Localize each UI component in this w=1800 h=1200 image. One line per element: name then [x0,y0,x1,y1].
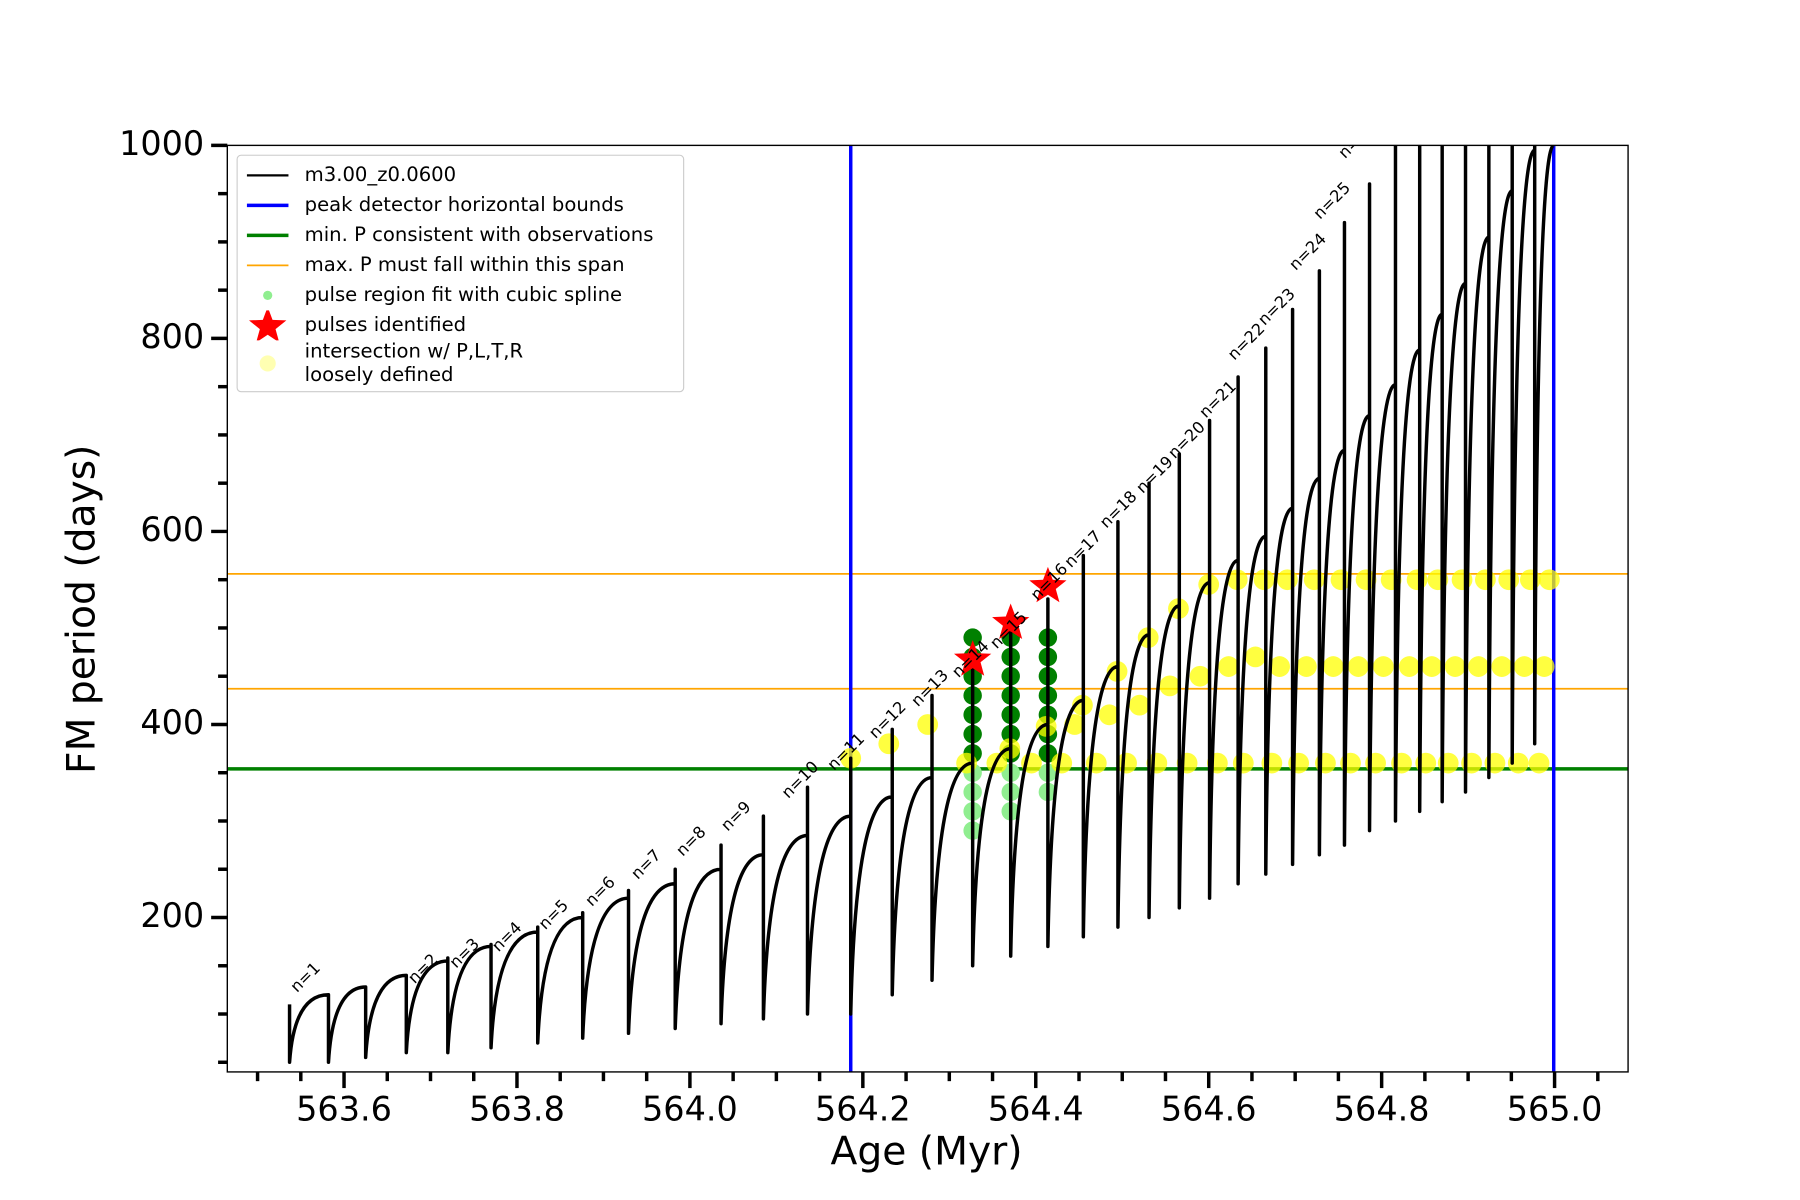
x-tick-label: 564.2 [815,1090,911,1129]
scatter-point [963,628,982,647]
scatter-point [1406,569,1428,591]
pulse-star [1029,566,1067,603]
legend-marker [248,310,287,341]
axes-frame [226,144,1629,1073]
axes: 563.6 563.8 564.0 564.2 564.4 564.6 564.8 565.0… [119,124,1602,1129]
scatter-point [1398,656,1420,677]
scatter-point [1468,656,1489,677]
scatter-point [1232,752,1254,774]
x-tick-label: 565.0 [1507,1090,1603,1129]
scatter-point [1444,656,1466,677]
legend-label: pulses identified [304,313,467,337]
legend-label: pulse region fit with cubic spline [304,283,623,307]
legend-entry: intersection w/ P,L,T,R loosely defined [245,340,677,387]
legend-marker [263,290,273,300]
legend-star [248,310,287,341]
scatter-point [1051,752,1073,774]
scatter-point [1189,665,1211,687]
scatter-point [1539,569,1560,591]
x-axis-label: Age (Myr) [830,1129,1022,1174]
legend-entry: max. P must fall within this span [245,250,677,280]
plot-area: n=1 n=2 n=3 n=4n=5n=6n=7n=8n=9n=10n=11n=12n… [227,145,1629,1072]
legend-dot [259,355,276,372]
legend-label: min. P consistent with observations [304,223,654,247]
legend-marker [246,264,289,267]
scatter-point [1129,694,1150,716]
scatter-point [1269,656,1290,677]
y-tick-label: 800 [140,317,204,356]
scatter-point [1528,752,1550,774]
scatter-point [1330,569,1352,591]
scatter-point [1355,569,1377,591]
scatter-point [1303,569,1325,591]
scatter-point [1322,656,1344,677]
legend-marker [246,174,289,177]
scatter-point [1421,656,1443,677]
scatter-point [1098,704,1120,726]
scatter-point [1245,646,1266,668]
y-axis-label: FM period (days) [60,445,105,774]
legend-entry: min. P consistent with observations [245,220,677,250]
scatter-point [1498,569,1520,591]
legend-entry: m3.00_z0.0600 [245,160,677,190]
y-tick-label: 200 [140,896,204,935]
legend-entry: peak detector horizontal bounds [245,190,677,220]
x-tick-label: 564.0 [642,1090,738,1129]
pulse-star [954,640,992,676]
scatter-point [878,733,900,755]
legend-label: max. P must fall within this span [304,253,625,277]
y-tick-label: 1000 [119,124,204,163]
scatter-point [917,714,939,735]
scatter-point [1218,656,1239,677]
scatter-point [1347,656,1369,677]
legend-label: intersection w/ P,L,T,R loosely defined [304,340,524,387]
scatter-point [1491,656,1513,677]
x-tick-label: 563.8 [469,1090,565,1129]
x-tick-label: 564.8 [1334,1090,1430,1129]
data-line [287,145,1555,1065]
legend-entry: pulses identified [245,310,677,341]
y-tick-label: 400 [140,703,204,742]
legend-label: m3.00_z0.0600 [304,163,457,187]
legend-dot [263,290,273,300]
legend-entry: pulse region fit with cubic spline [245,280,677,310]
y-tick-label: 600 [140,510,204,549]
x-tick-label: 564.4 [988,1090,1084,1129]
legend-marker [246,203,289,208]
legend-marker [246,233,289,238]
x-tick-label: 563.6 [296,1090,392,1129]
scatter-point [1513,656,1535,677]
scatter-point [1372,656,1394,677]
legend-marker [259,355,276,372]
scatter-point [1475,569,1496,591]
x-tick-label: 564.6 [1161,1090,1257,1129]
scatter-point [1533,656,1555,677]
scatter-point [1159,675,1181,697]
scatter-point [1519,569,1541,591]
scatter-point [1296,656,1317,677]
legend-label: peak detector horizontal bounds [304,193,624,217]
scatter-point [1277,569,1298,591]
pulse-star [992,603,1030,639]
